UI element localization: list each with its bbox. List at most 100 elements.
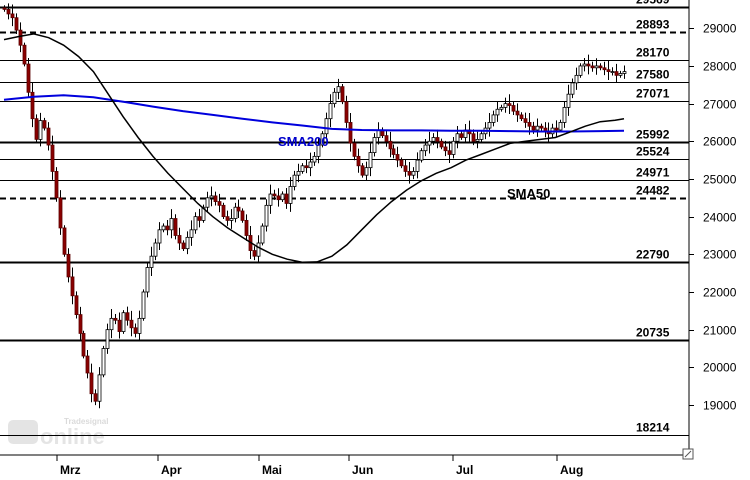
candle-body [459,133,464,138]
x-tick-label-5: Aug [560,463,583,477]
candle-body [368,152,373,169]
candle-body [356,155,361,167]
candle-body [70,276,75,297]
x-axis: Mrz Apr Mai Jun Jul Aug [56,455,583,477]
level-label-10: 20735 [636,326,670,340]
candle-body [447,150,452,155]
x-tick-label-0: Mrz [60,463,81,477]
candle-body [14,17,19,31]
y-tick-label-4: 23000 [703,248,737,262]
candle-body [300,165,305,172]
candle-body [213,195,218,202]
candle-body [42,120,47,129]
sma200-line [3,94,625,133]
candle-body [38,120,43,140]
candle-body [288,186,293,204]
y-axis: 19000 20000 21000 22000 23000 24000 25000 26000… [689,22,737,413]
candle-body [117,319,122,332]
candle-body [324,118,329,135]
y-tick-label-10: 29000 [703,22,737,36]
level-label-0: 29569 [636,0,670,7]
resize-corner-icon[interactable] [682,448,694,460]
candle-body [511,105,516,112]
candle-body [336,86,341,93]
candle-body [403,165,408,172]
candle-body [185,236,190,250]
candle-body [304,165,309,169]
candle-body [209,195,214,199]
candle-body [189,229,194,238]
sma50-line [3,33,625,263]
candle-body [30,91,35,120]
candle-body [602,67,607,71]
sma50-label: SMA50 [507,186,550,201]
candle-body [586,63,591,67]
y-tick-label-0: 19000 [703,399,737,413]
candle-body [388,140,393,150]
candle-body [97,374,102,402]
level-label-6: 25524 [636,145,670,159]
candle-body [296,171,301,176]
candle-body [81,333,86,357]
candle-body [499,106,504,110]
candle-body [443,146,448,152]
candle-body [594,65,599,69]
candle-body [372,137,377,153]
candle-body [22,44,27,65]
support-resistance-levels [0,6,689,436]
candle-body [419,150,424,161]
y-tick-label-1: 20000 [703,361,737,375]
candle-body [58,197,63,229]
level-label-3: 27580 [636,68,670,82]
candle-body [507,103,512,106]
candle-body [125,312,130,321]
y-tick-label-2: 21000 [703,324,737,338]
candle-body [423,144,428,152]
candle-body [531,125,536,131]
candle-body [415,159,420,172]
candle-body [439,140,444,148]
candle-body [364,167,369,176]
level-label-11: 18214 [636,421,670,435]
candle-body [328,103,333,120]
candle-body [582,63,587,67]
candle-body [177,235,182,244]
candle-body [316,144,321,157]
candle-body [193,216,198,231]
candle-body [312,155,317,163]
candle-body [34,118,39,140]
candle-body [197,216,202,221]
candle-body [435,137,440,142]
candle-body [161,225,166,231]
candle-body [2,7,7,10]
candle-body [149,255,154,268]
candle-body [348,122,353,144]
candle-body [109,317,114,331]
candle-body [606,69,611,72]
candle-body [233,206,238,219]
level-label-1: 28893 [636,18,670,32]
candle-body [133,327,138,334]
level-labels: 29569 28893 28170 27580 27071 25992 25524 24971… [636,0,670,435]
x-tick-label-1: Apr [161,463,182,477]
candle-body [471,133,476,142]
candle-body [519,114,524,120]
candle-body [284,193,289,204]
level-label-2: 28170 [636,46,670,60]
candle-body [332,91,337,105]
candle-body [503,103,508,108]
candle-body [539,125,544,129]
candle-body [614,71,619,76]
candle-body [240,210,245,221]
candle-body [491,114,496,123]
y-tick-label-8: 27000 [703,98,737,112]
candles [2,3,627,409]
candle-body [264,204,269,227]
candle-body [78,314,83,334]
candle-body [18,29,23,46]
candle-body [578,65,583,76]
candle-body [272,193,277,197]
candle-body [475,139,480,142]
candle-body [89,372,94,395]
candle-body [292,174,297,187]
